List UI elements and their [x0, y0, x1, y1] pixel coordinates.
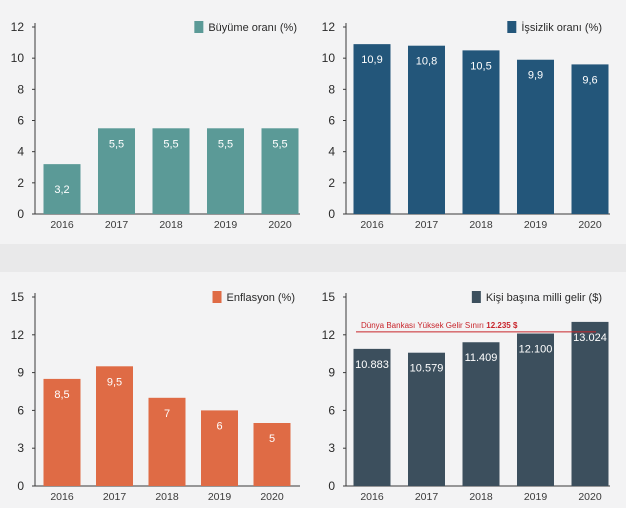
y-tick-label: 10	[11, 51, 25, 65]
bar-value-label: 10.883	[355, 359, 389, 371]
bar-value-label: 6	[216, 420, 222, 432]
bar-value-label: 5	[269, 433, 275, 445]
x-tick-label: 2020	[268, 219, 292, 231]
y-tick-label: 4	[17, 145, 24, 159]
bar-value-label: 11.409	[465, 352, 498, 364]
bar-value-label: 10,9	[361, 54, 382, 66]
y-tick-label: 2	[17, 176, 24, 190]
y-tick-label: 3	[17, 441, 24, 455]
bar-2016	[353, 348, 391, 486]
y-tick-label: 6	[328, 114, 335, 128]
y-tick-label: 15	[11, 290, 25, 304]
x-tick-label: 2020	[578, 219, 602, 231]
y-tick-label: 9	[17, 366, 24, 380]
bar-2017	[98, 128, 135, 214]
y-tick-label: 4	[328, 145, 335, 159]
y-tick-label: 12	[322, 20, 336, 34]
bar-2019	[517, 333, 554, 486]
bar-value-label: 12.100	[519, 344, 553, 356]
y-tick-label: 6	[17, 403, 24, 417]
x-tick-label: 2016	[50, 219, 74, 231]
x-tick-label: 2017	[415, 219, 439, 231]
y-tick-label: 9	[328, 366, 335, 380]
y-tick-label: 0	[328, 479, 335, 493]
y-tick-label: 0	[328, 207, 335, 221]
bar-value-label: 5,5	[272, 138, 287, 150]
x-tick-label: 2020	[578, 491, 602, 503]
bar-value-label: 8,5	[54, 389, 69, 401]
bar-value-label: 13.024	[573, 332, 607, 344]
bar-2020	[261, 128, 299, 214]
x-tick-label: 2017	[105, 219, 129, 231]
y-tick-label: 3	[328, 441, 335, 455]
x-tick-label: 2017	[103, 491, 127, 503]
x-tick-label: 2018	[159, 219, 183, 231]
x-tick-label: 2020	[260, 491, 284, 503]
bar-2019	[517, 59, 554, 214]
y-tick-label: 12	[11, 20, 25, 34]
y-tick-label: 8	[328, 82, 335, 96]
bar-2016	[43, 164, 81, 214]
x-tick-label: 2016	[360, 491, 384, 503]
y-tick-label: 15	[322, 290, 336, 304]
x-tick-label: 2017	[415, 491, 439, 503]
y-tick-label: 2	[328, 176, 335, 190]
y-tick-label: 8	[17, 82, 24, 96]
bar-2020	[571, 321, 609, 486]
x-tick-label: 2016	[50, 491, 74, 503]
bar-value-label: 10,5	[470, 60, 491, 72]
bar-value-label: 3,2	[54, 184, 69, 196]
bar-2020	[571, 64, 609, 215]
reference-line-value: 12.235 $	[484, 321, 518, 330]
bar-2018	[148, 397, 186, 486]
bar-value-label: 5,5	[163, 138, 178, 150]
x-tick-label: 2019	[524, 219, 548, 231]
x-tick-label: 2019	[208, 491, 232, 503]
legend-swatch	[507, 21, 517, 33]
reference-line-text: Dünya Bankası Yüksek Gelir Sınırı	[361, 321, 484, 330]
x-tick-label: 2018	[469, 219, 493, 231]
x-tick-label: 2019	[214, 219, 238, 231]
y-tick-label: 0	[17, 207, 24, 221]
bar-2020	[253, 423, 291, 486]
bar-2017	[408, 45, 445, 215]
bar-value-label: 10,8	[416, 56, 437, 68]
bar-2017	[96, 366, 133, 486]
x-tick-label: 2016	[360, 219, 384, 231]
bar-value-label: 9,9	[528, 70, 543, 82]
legend-title: İşsizlik oranı (%)	[521, 21, 602, 34]
y-tick-label: 12	[322, 328, 336, 342]
bar-value-label: 7	[164, 408, 170, 420]
bar-2019	[207, 128, 244, 214]
y-tick-label: 12	[11, 328, 25, 342]
legend-swatch	[471, 291, 481, 303]
bar-value-label: 9,5	[107, 376, 122, 388]
bar-value-label: 10.579	[410, 363, 444, 375]
bar-2018	[152, 128, 190, 214]
legend-title: Enflasyon (%)	[227, 292, 295, 304]
bar-value-label: 5,5	[218, 138, 233, 150]
reference-line-label: Dünya Bankası Yüksek Gelir Sınırı 12.235…	[361, 321, 518, 330]
legend-title: Büyüme oranı (%)	[208, 22, 297, 34]
bar-value-label: 5,5	[109, 138, 124, 150]
bar-2017	[408, 352, 445, 486]
legend-title: Kişi başına milli gelir ($)	[486, 292, 602, 304]
bar-2018	[462, 342, 500, 486]
x-tick-label: 2018	[469, 491, 493, 503]
bar-2016	[353, 44, 391, 215]
y-tick-label: 10	[322, 51, 336, 65]
x-tick-label: 2018	[155, 491, 179, 503]
bar-2016	[43, 378, 81, 486]
legend-swatch	[194, 21, 204, 33]
legend-swatch	[212, 291, 222, 303]
x-tick-label: 2019	[524, 491, 548, 503]
y-tick-label: 6	[17, 114, 24, 128]
y-tick-label: 6	[328, 403, 335, 417]
bar-value-label: 9,6	[582, 74, 597, 86]
y-tick-label: 0	[17, 479, 24, 493]
bar-2018	[462, 50, 500, 214]
bar-2019	[201, 410, 238, 486]
